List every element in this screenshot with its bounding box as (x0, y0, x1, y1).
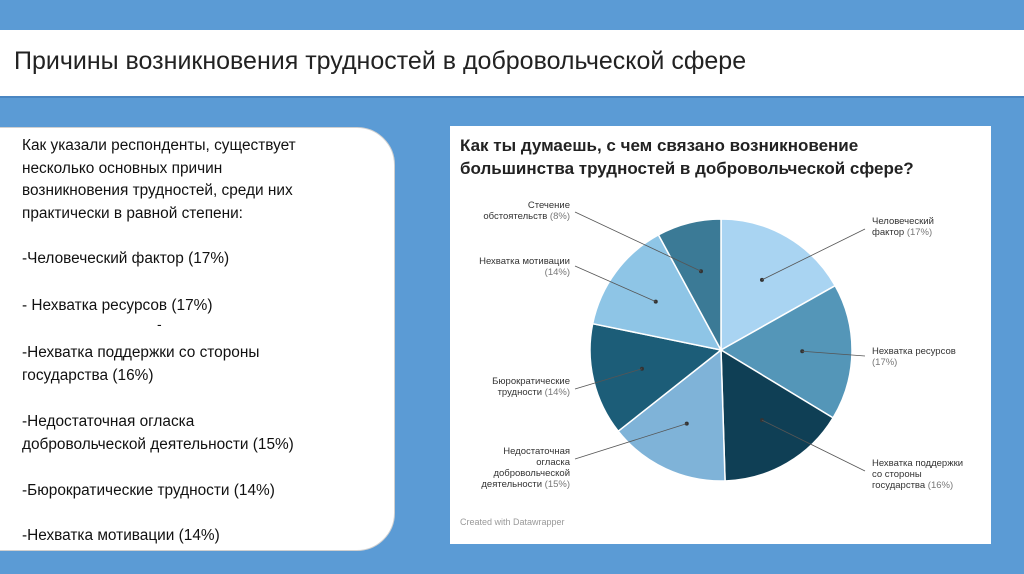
pie-slice (720, 218, 837, 352)
pie-chart: Человеческий фактор (17%) Нехватка ресурсо… (479, 200, 963, 491)
leader-line (574, 423, 687, 460)
pie-slice (589, 322, 723, 433)
slice-marker (759, 418, 764, 423)
intro-line: практически в равной степени: (22, 204, 243, 222)
stray-dash: - (157, 316, 162, 332)
intro-line: Как указали респонденты, существует (22, 137, 296, 154)
factor-item: -Нехватка поддержки со стороны (22, 344, 260, 361)
pie-slice (657, 218, 722, 351)
slice-label: Человеческий фактор (17%) (872, 216, 934, 238)
slice-label: Нехватка ресурсов (17%) (872, 346, 956, 368)
leader-line (574, 211, 702, 272)
factor-item: -Бюрократические трудности (14%) (22, 482, 275, 499)
title-band: Причины возникновения трудностей в добро… (0, 30, 1024, 98)
chart-credit: Created with Datawrapper (460, 517, 565, 527)
pie-slice (720, 348, 835, 482)
factor-item: -Недостаточная огласка (22, 413, 195, 430)
leader-line (574, 368, 643, 390)
factor-item: - Нехватка ресурсов (17%) (22, 297, 213, 314)
chart-title: Как ты думаешь, с чем связано возникнове… (460, 136, 914, 178)
factor-item: -Нехватка мотивации (14%) (22, 527, 220, 544)
intro-line: несколько основных причин (22, 159, 223, 177)
pie-slice (591, 233, 723, 352)
leader-line (574, 265, 656, 303)
intro-line: возникновения трудностей, среди них (22, 182, 293, 199)
factor-item: государства (16%) (22, 366, 154, 384)
slice-label: Недостаточная огласка добровольческой деяте… (481, 446, 570, 490)
slice-label: Стечение обстоятельств (8%) (483, 200, 570, 222)
leader-line (761, 228, 866, 281)
chart-card: Как ты думаешь, с чем связано возникнове… (450, 126, 991, 544)
factor-item: -Человеческий фактор (17%) (22, 250, 230, 267)
slice-label: Бюрократические трудности (14%) (492, 376, 570, 398)
slice-label: Нехватка мотивации (14%) (479, 256, 570, 278)
slice-label: Нехватка поддержки со стороны государства … (872, 458, 963, 491)
pie-slice (719, 284, 853, 419)
leader-line (761, 419, 866, 472)
factor-item: добровольческой деятельности (15%) (22, 435, 294, 453)
slice-marker (800, 349, 805, 354)
text-panel (0, 127, 395, 551)
pie-slice (617, 348, 726, 482)
slice-marker (759, 277, 764, 282)
slide-title: Причины возникновения трудностей в добро… (14, 47, 747, 75)
leader-line (802, 350, 866, 357)
